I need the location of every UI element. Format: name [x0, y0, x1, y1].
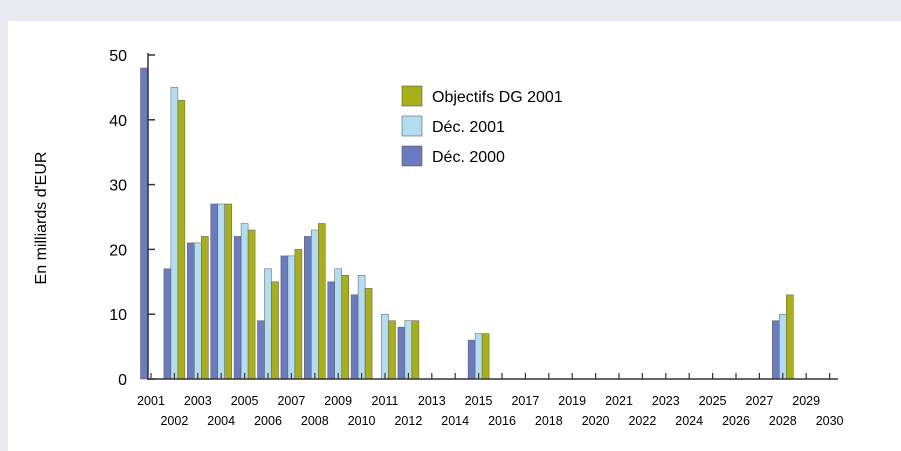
- x-tick-label-2015: 2015: [465, 394, 493, 408]
- x-tick-label-2022: 2022: [628, 414, 656, 428]
- legend-label-0: Déc. 2000: [432, 149, 505, 166]
- bar-2008-series-2: [318, 223, 326, 380]
- axes: 0102030405020012002200320042005200620072…: [109, 48, 843, 428]
- bars: [140, 67, 794, 380]
- x-tick-label-2010: 2010: [348, 414, 376, 428]
- bar-2001-series-0: [140, 67, 148, 380]
- x-tick-label-2024: 2024: [675, 414, 703, 428]
- x-tick-label-2006: 2006: [254, 414, 282, 428]
- y-tick-label-20: 20: [109, 242, 127, 259]
- bar-2004-series-1: [217, 203, 225, 380]
- x-tick-label-2007: 2007: [277, 394, 305, 408]
- x-tick-label-2001: 2001: [137, 394, 165, 408]
- legend: Objectifs DG 2001 Déc. 2001 Déc. 2000: [401, 85, 563, 167]
- x-tick-label-2029: 2029: [792, 394, 820, 408]
- bar-2028-series-0: [772, 320, 780, 380]
- bar-2028-series-2: [786, 294, 794, 380]
- legend-swatch-1: [401, 115, 423, 137]
- x-tick-label-2021: 2021: [605, 394, 633, 408]
- x-tick-label-2025: 2025: [699, 394, 727, 408]
- legend-label-1: Déc. 2001: [432, 119, 505, 136]
- bar-2004-series-0: [210, 203, 218, 380]
- bar-2009-series-2: [341, 275, 349, 380]
- x-tick-label-2002: 2002: [160, 414, 188, 428]
- bar-2006-series-2: [271, 281, 279, 380]
- x-tick-label-2011: 2011: [372, 394, 399, 408]
- bar-2008-series-1: [311, 229, 319, 380]
- bar-2007-series-1: [287, 255, 296, 380]
- x-tick-label-2017: 2017: [511, 394, 539, 408]
- bar-2010-series-1: [357, 275, 366, 380]
- x-tick-label-2016: 2016: [488, 414, 516, 428]
- legend-swatch-2: [401, 85, 423, 107]
- bar-2007-series-0: [280, 255, 289, 380]
- bar-2004-series-2: [224, 203, 232, 380]
- x-tick-label-2027: 2027: [745, 394, 773, 408]
- x-tick-label-2023: 2023: [652, 394, 680, 408]
- x-tick-label-2020: 2020: [582, 414, 610, 428]
- legend-swatch-0: [401, 145, 423, 167]
- bar-2028-series-1: [779, 313, 787, 380]
- y-axis-label: En milliards d'EUR: [33, 152, 50, 285]
- bar-2015-series-0: [467, 339, 476, 380]
- bar-2015-series-1: [474, 333, 483, 380]
- x-tick-label-2026: 2026: [722, 414, 750, 428]
- legend-label-2: Objectifs DG 2001: [432, 89, 563, 106]
- bar-2002-series-2: [177, 100, 186, 380]
- x-tick-label-2008: 2008: [301, 414, 329, 428]
- bar-2005-series-2: [247, 229, 256, 380]
- bar-2015-series-2: [481, 333, 490, 380]
- x-tick-label-2003: 2003: [184, 394, 212, 408]
- bar-2009-series-0: [327, 281, 335, 380]
- x-tick-label-2004: 2004: [207, 414, 235, 428]
- y-tick-label-10: 10: [109, 307, 127, 324]
- x-tick-label-2019: 2019: [558, 394, 586, 408]
- bar-2012-series-1: [404, 320, 413, 380]
- x-tick-label-2030: 2030: [816, 414, 844, 428]
- x-tick-label-2012: 2012: [394, 414, 422, 428]
- bar-2003-series-0: [187, 242, 195, 380]
- bar-2007-series-2: [294, 249, 303, 380]
- bar-2010-series-0: [350, 294, 359, 380]
- bar-2011-series-1: [381, 313, 389, 380]
- bar-2006-series-0: [257, 320, 265, 380]
- bar-2009-series-1: [334, 268, 342, 380]
- bar-2012-series-2: [411, 320, 420, 380]
- bar-2005-series-0: [233, 236, 242, 380]
- bar-2012-series-0: [397, 326, 406, 380]
- bar-2002-series-0: [163, 268, 172, 380]
- bar-2005-series-1: [240, 223, 249, 380]
- bar-2010-series-2: [364, 288, 373, 380]
- x-tick-label-2005: 2005: [231, 394, 259, 408]
- bar-2003-series-2: [201, 236, 209, 380]
- x-tick-label-2014: 2014: [441, 414, 469, 428]
- x-tick-label-2028: 2028: [769, 414, 797, 428]
- bar-2003-series-1: [194, 242, 202, 380]
- y-tick-label-50: 50: [109, 48, 127, 65]
- bar-2008-series-0: [304, 236, 312, 380]
- y-tick-label-40: 40: [109, 113, 127, 130]
- x-tick-label-2018: 2018: [535, 414, 563, 428]
- bar-2006-series-1: [264, 268, 272, 380]
- x-tick-label-2013: 2013: [418, 394, 446, 408]
- bar-2011-series-2: [388, 320, 396, 380]
- x-tick-label-2009: 2009: [324, 394, 352, 408]
- y-tick-label-0: 0: [118, 372, 127, 389]
- y-tick-label-30: 30: [109, 178, 127, 195]
- bar-2002-series-1: [170, 87, 179, 380]
